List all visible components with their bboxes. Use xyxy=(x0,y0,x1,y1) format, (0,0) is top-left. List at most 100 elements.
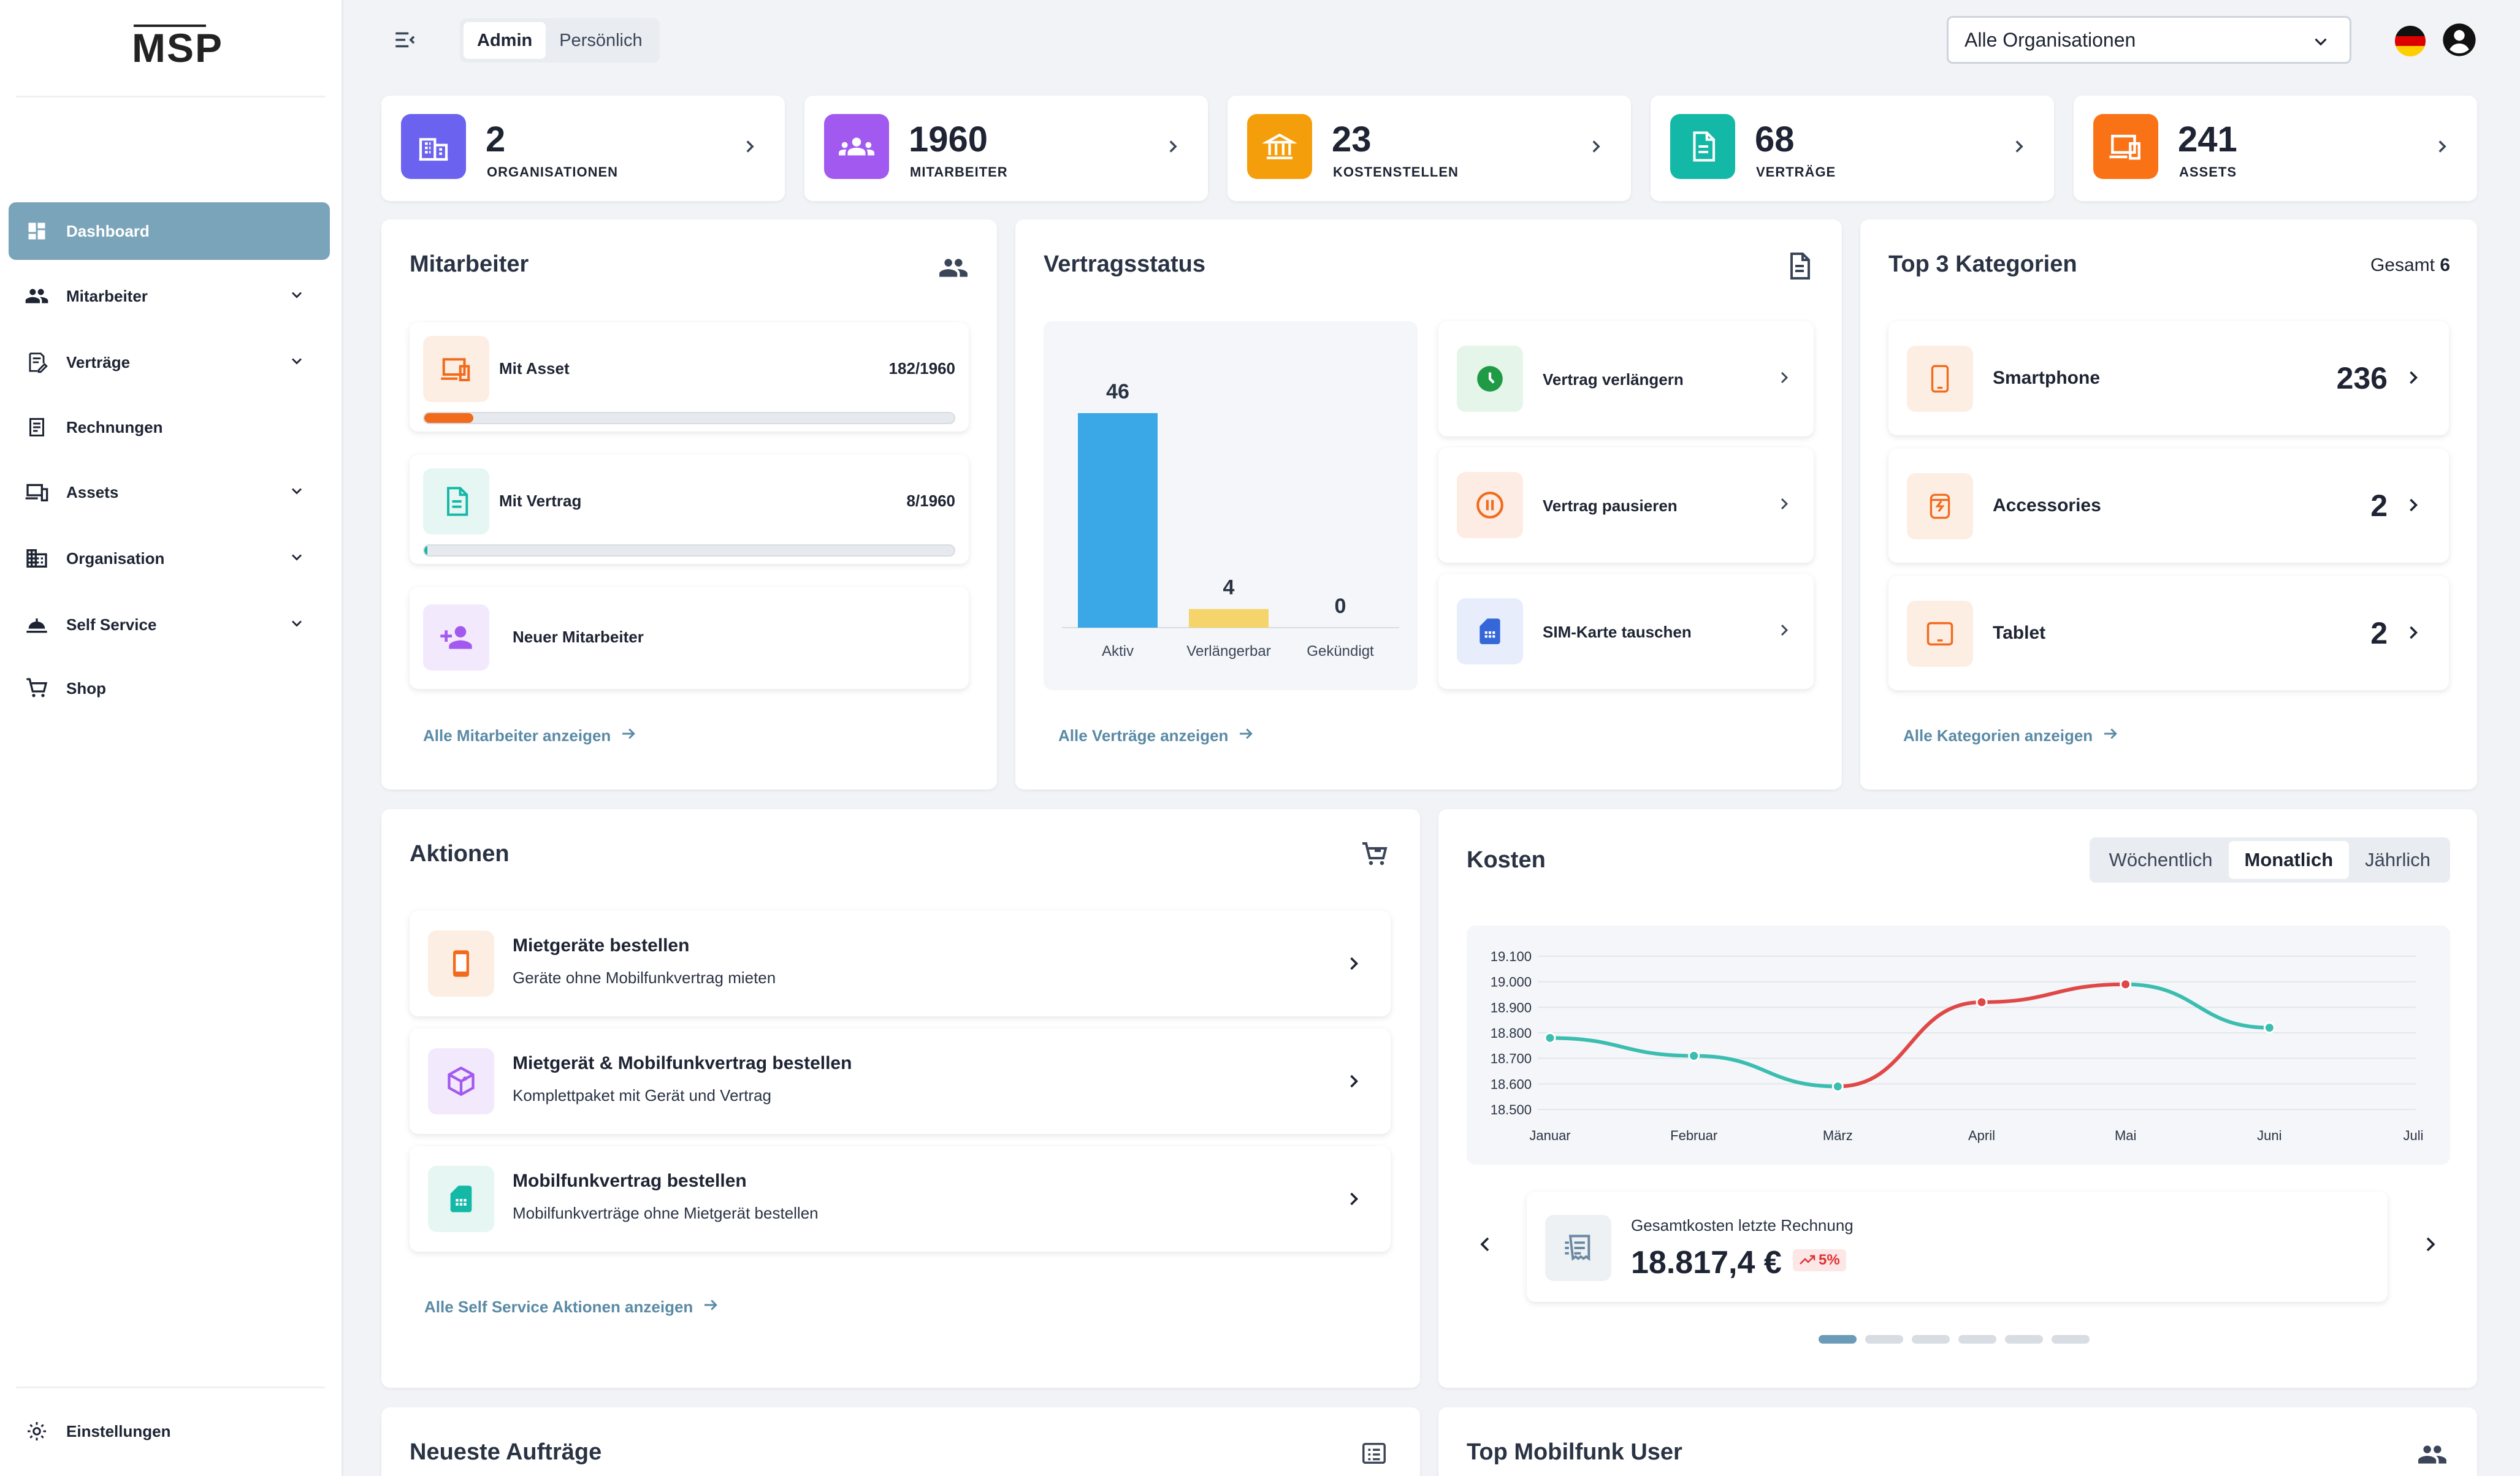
alle-mitarbeiter-link[interactable]: Alle Mitarbeiter anzeigen xyxy=(423,725,638,747)
arrow-right-icon xyxy=(2101,725,2120,747)
sidebar-item-label: Organisation xyxy=(66,549,165,568)
stat-label: ASSETS xyxy=(2179,164,2237,180)
line-segment xyxy=(1981,982,2126,1004)
mit-vertrag-item[interactable]: Mit Vertrag 8/1960 xyxy=(410,455,969,564)
chevron-right-icon xyxy=(1774,620,1794,643)
bar-aktiv xyxy=(1078,413,1158,628)
stat-card-vertraege[interactable]: 68 VERTRÄGE xyxy=(1651,96,2054,201)
building-icon xyxy=(23,545,50,572)
tab-jaehrlich[interactable]: Jährlich xyxy=(2365,849,2430,870)
sidebar-item-label: Rechnungen xyxy=(66,417,163,436)
stat-card-mitarbeiter[interactable]: 1960 MITARBEITER xyxy=(804,96,1208,201)
devices-icon xyxy=(2093,114,2158,179)
data-point[interactable] xyxy=(1688,1050,1700,1062)
aktion-mietgeraet-mobilfunk[interactable]: Mietgerät & Mobilfunkvertrag bestellen K… xyxy=(410,1029,1391,1134)
item-value: 182/1960 xyxy=(888,359,955,378)
carousel-dot[interactable] xyxy=(2052,1335,2090,1344)
organisation-select[interactable]: Alle Organisationen xyxy=(1947,16,2351,64)
line-segment xyxy=(1838,1000,1982,1089)
stat-label: MITARBEITER xyxy=(910,164,1008,180)
sidebar-item-dashboard[interactable]: Dashboard xyxy=(9,202,330,260)
carousel-dot[interactable] xyxy=(1912,1335,1950,1344)
package-icon xyxy=(428,1048,494,1114)
stat-card-assets[interactable]: 241 ASSETS xyxy=(2074,96,2477,201)
carousel-dot[interactable] xyxy=(1865,1335,1903,1344)
carousel-dot[interactable] xyxy=(1958,1335,1996,1344)
total-value: 6 xyxy=(2440,255,2450,275)
vertrag-verlaengern-button[interactable]: Vertrag verlängern xyxy=(1438,321,1814,436)
sidebar-item-vertraege[interactable]: Verträge xyxy=(9,333,330,391)
category-value: 2 xyxy=(2370,489,2388,523)
chevron-down-icon xyxy=(288,286,305,308)
data-point[interactable] xyxy=(1976,996,1988,1008)
tab-woechentlich[interactable]: Wöchentlich xyxy=(2109,849,2213,870)
data-point[interactable] xyxy=(2263,1022,2275,1034)
aktion-title: Mietgerät & Mobilfunkvertrag bestellen xyxy=(513,1053,852,1073)
sidebar-divider xyxy=(16,96,325,97)
trend-badge: 5% xyxy=(1793,1249,1846,1271)
card-title: Kosten xyxy=(1467,847,1546,873)
y-tick-label: 19.000 xyxy=(1491,975,1532,990)
card-title: Top 3 Kategorien xyxy=(1888,251,2077,277)
language-flag-icon[interactable] xyxy=(2395,26,2426,56)
sidebar: MSP Dashboard Mitarbeiter Verträge Rechn… xyxy=(0,0,343,1476)
category-item-smartphone[interactable]: Smartphone 236 xyxy=(1888,321,2449,435)
vertrag-pausieren-button[interactable]: Vertrag pausieren xyxy=(1438,447,1814,563)
aktionen-card: Aktionen Mietgeräte bestellen Geräte ohn… xyxy=(381,809,1420,1388)
sidebar-item-mitarbeiter[interactable]: Mitarbeiter xyxy=(9,267,330,325)
sidebar-item-shop[interactable]: Shop xyxy=(9,660,330,717)
mit-asset-item[interactable]: Mit Asset 182/1960 xyxy=(410,322,969,432)
sidebar-item-einstellungen[interactable]: Einstellungen xyxy=(9,1402,330,1460)
people-icon xyxy=(824,114,889,179)
stat-card-kostenstellen[interactable]: 23 KOSTENSTELLEN xyxy=(1228,96,1631,201)
carousel-dot[interactable] xyxy=(2005,1335,2043,1344)
x-tick-label: April xyxy=(1968,1128,1995,1143)
line-chart: 19.100 19.000 18.900 18.800 18.700 18.600 18.5… xyxy=(1491,949,2424,1143)
tab-persoenlich[interactable]: Persönlich xyxy=(559,30,643,50)
y-tick-label: 18.600 xyxy=(1491,1076,1532,1092)
item-label: Neuer Mitarbeiter xyxy=(513,628,644,646)
vertragsstatus-card: Vertragsstatus 46 Aktiv 4 Verlängerbar 0 Gekü… xyxy=(1015,219,1842,789)
category-item-accessories[interactable]: Accessories 2 xyxy=(1888,449,2449,563)
kosten-chart: 19.100 19.000 18.900 18.800 18.700 18.600 18.5… xyxy=(1467,926,2450,1165)
data-point[interactable] xyxy=(1831,1081,1844,1092)
link-label: Alle Verträge anzeigen xyxy=(1058,726,1229,745)
total-count: Gesamt 6 xyxy=(2370,255,2450,276)
progress-bar xyxy=(423,544,955,557)
tab-monatlich[interactable]: Monatlich xyxy=(2228,841,2350,879)
sidebar-item-label: Self Service xyxy=(66,615,157,634)
carousel-next-button[interactable] xyxy=(2418,1232,2443,1260)
alle-self-service-link[interactable]: Alle Self Service Aktionen anzeigen xyxy=(424,1296,720,1318)
item-label: Mit Vertrag xyxy=(499,492,582,510)
sidebar-item-self-service[interactable]: Self Service xyxy=(9,596,330,653)
trend-value: 5% xyxy=(1819,1252,1840,1268)
aktion-mietgeraete[interactable]: Mietgeräte bestellen Geräte ohne Mobilfu… xyxy=(410,911,1391,1016)
line-segment xyxy=(1693,1054,1838,1089)
app-logo[interactable]: MSP xyxy=(132,25,224,70)
action-label: SIM-Karte tauschen xyxy=(1543,623,1692,641)
summary-label: Gesamtkosten letzte Rechnung xyxy=(1631,1216,1854,1234)
top-kategorien-card: Top 3 Kategorien Gesamt 6 Smartphone 236… xyxy=(1860,219,2477,789)
stat-card-organisationen[interactable]: 2 ORGANISATIONEN xyxy=(381,96,785,201)
data-point[interactable] xyxy=(2120,978,2132,991)
sidebar-item-rechnungen[interactable]: Rechnungen xyxy=(9,398,330,456)
aktion-mobilfunkvertrag[interactable]: Mobilfunkvertrag bestellen Mobilfunkvert… xyxy=(410,1146,1391,1252)
collapse-menu-icon[interactable] xyxy=(392,27,418,56)
neuer-mitarbeiter-button[interactable]: Neuer Mitarbeiter xyxy=(410,587,969,689)
bar-value-label: 46 xyxy=(1106,380,1129,403)
progress-bar xyxy=(423,412,955,424)
user-account-icon[interactable] xyxy=(2442,22,2477,61)
alle-vertraege-link[interactable]: Alle Verträge anzeigen xyxy=(1058,725,1255,747)
chevron-right-icon xyxy=(2402,494,2424,519)
chevron-down-icon xyxy=(288,615,305,636)
carousel-prev-button[interactable] xyxy=(1473,1232,1497,1260)
sidebar-item-assets[interactable]: Assets xyxy=(9,463,330,521)
alle-kategorien-link[interactable]: Alle Kategorien anzeigen xyxy=(1903,725,2120,747)
tab-admin[interactable]: Admin xyxy=(464,22,546,59)
carousel-dot[interactable] xyxy=(1819,1335,1857,1344)
smartphone-icon xyxy=(1907,346,1973,412)
category-item-tablet[interactable]: Tablet 2 xyxy=(1888,576,2449,690)
sim-karte-tauschen-button[interactable]: SIM-Karte tauschen xyxy=(1438,574,1814,689)
data-point[interactable] xyxy=(1544,1032,1556,1044)
sidebar-item-organisation[interactable]: Organisation xyxy=(9,530,330,587)
